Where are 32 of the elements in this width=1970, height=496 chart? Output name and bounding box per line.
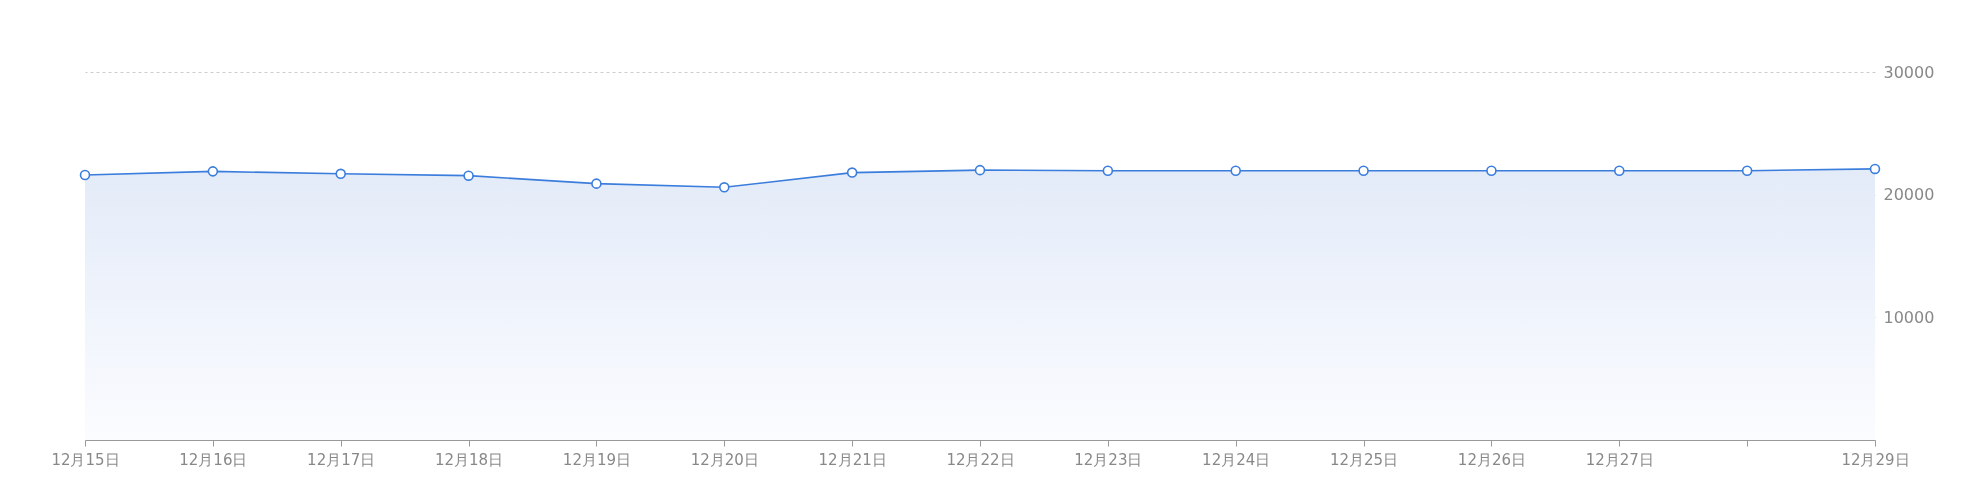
y-tick-label: 30000 [1883, 62, 1935, 82]
point [1486, 165, 1497, 177]
point [846, 167, 858, 178]
x-tick-label: 12月29日 [1841, 450, 1910, 469]
point [79, 169, 91, 181]
point [463, 170, 474, 181]
x-tick-label: 12月24日 [1202, 450, 1271, 469]
point [1614, 165, 1625, 177]
x-tick-label: 12月26日 [1457, 450, 1527, 469]
x-tick-label: 12月27日 [1585, 450, 1654, 469]
point [591, 178, 602, 189]
x-tick-label: 12月23日 [1074, 450, 1143, 469]
point [207, 166, 219, 177]
x-tick-label: 12月22日 [946, 450, 1015, 469]
point [335, 168, 346, 180]
x-tick-label: 12月25日 [1329, 450, 1399, 469]
x-tick-label: 12月21日 [818, 450, 887, 469]
x-tick-label: 12月18日 [434, 450, 504, 469]
x-tick-label: 12月20日 [690, 450, 759, 469]
x-tick-label: 12月15日 [51, 450, 120, 469]
point [974, 164, 986, 176]
x-tick-label: 12月17日 [307, 450, 376, 469]
y-tick-label: 20000 [1883, 185, 1935, 205]
x-tick-label: 12月16日 [179, 450, 248, 469]
point [1741, 165, 1753, 177]
point [1869, 163, 1881, 175]
y-tick-label: 10000 [1883, 307, 1935, 327]
x-tick-label: 12月19日 [562, 450, 632, 469]
point [719, 182, 730, 193]
point [1230, 165, 1241, 177]
point [1102, 165, 1114, 177]
point [1358, 165, 1369, 177]
